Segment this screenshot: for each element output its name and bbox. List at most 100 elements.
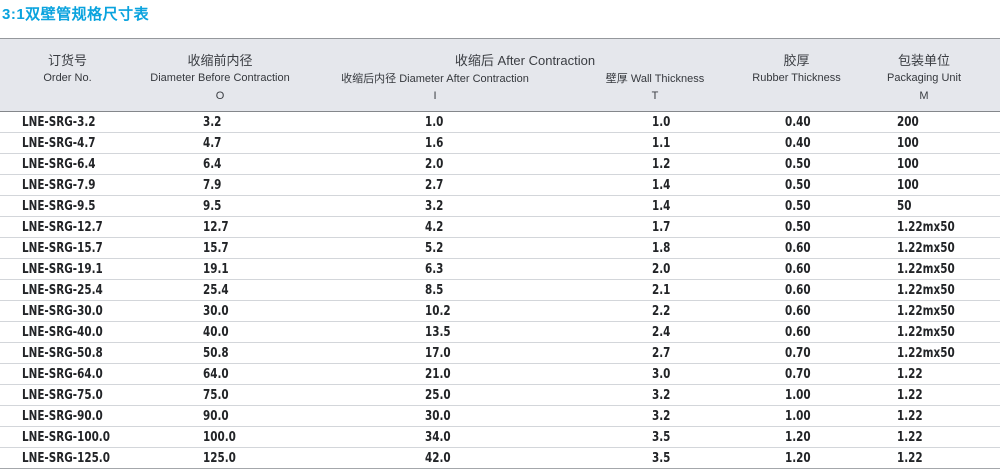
spec-table-header: 订货号 收缩前内径 收缩后 After Contraction 胶厚 包装单位 … bbox=[0, 38, 1000, 112]
cell-wall-thickness: 3.0 bbox=[565, 363, 746, 385]
cell-packaging-unit: 1.22mx50 bbox=[848, 300, 1000, 322]
cell-order-no: LNE-SRG-4.7 bbox=[0, 132, 135, 154]
cell-packaging-unit: 50 bbox=[848, 195, 1000, 217]
table-row: LNE-SRG-100.0 100.0 34.0 3.5 1.20 1.22 bbox=[0, 426, 1000, 448]
spec-table: 订货号 收缩前内径 收缩后 After Contraction 胶厚 包装单位 … bbox=[0, 38, 1000, 469]
cell-packaging-unit: 200 bbox=[848, 111, 1000, 133]
cell-rubber-thickness: 0.60 bbox=[745, 279, 849, 301]
cell-diameter-before: 19.1 bbox=[135, 258, 305, 280]
cell-diameter-before: 125.0 bbox=[135, 447, 305, 469]
cell-wall-thickness: 1.0 bbox=[565, 111, 746, 133]
cell-packaging-unit: 1.22 bbox=[848, 363, 1000, 385]
cell-packaging-unit: 100 bbox=[848, 153, 1000, 175]
cell-order-no: LNE-SRG-7.9 bbox=[0, 174, 135, 196]
header-order-zh: 订货号 bbox=[47, 52, 87, 68]
header-packaging-zh: 包装单位 bbox=[898, 52, 951, 68]
cell-wall-thickness: 1.1 bbox=[565, 132, 746, 154]
cell-order-no: LNE-SRG-125.0 bbox=[0, 447, 135, 469]
cell-wall-thickness: 3.5 bbox=[565, 426, 746, 448]
cell-diameter-before: 7.9 bbox=[135, 174, 305, 196]
cell-diameter-after: 13.5 bbox=[305, 321, 565, 343]
cell-order-no: LNE-SRG-75.0 bbox=[0, 384, 135, 406]
cell-rubber-thickness: 0.50 bbox=[745, 153, 849, 175]
cell-wall-thickness: 2.4 bbox=[565, 321, 746, 343]
table-row: LNE-SRG-40.0 40.0 13.5 2.4 0.60 1.22mx50 bbox=[0, 321, 1000, 343]
table-row: LNE-SRG-4.7 4.7 1.6 1.1 0.40 100 bbox=[0, 132, 1000, 154]
cell-packaging-unit: 1.22mx50 bbox=[848, 216, 1000, 238]
cell-order-no: LNE-SRG-25.4 bbox=[0, 279, 135, 301]
cell-rubber-thickness: 0.60 bbox=[745, 300, 849, 322]
cell-packaging-unit: 1.22mx50 bbox=[848, 321, 1000, 343]
header-rubber-symbol bbox=[745, 87, 848, 112]
cell-order-no: LNE-SRG-100.0 bbox=[0, 426, 135, 448]
cell-rubber-thickness: 0.40 bbox=[745, 132, 849, 154]
table-row: LNE-SRG-3.2 3.2 1.0 1.0 0.40 200 bbox=[0, 111, 1000, 133]
cell-rubber-thickness: 0.60 bbox=[745, 321, 849, 343]
cell-rubber-thickness: 1.20 bbox=[745, 447, 849, 469]
cell-packaging-unit: 100 bbox=[848, 174, 1000, 196]
header-before-en: Diameter Before Contraction bbox=[150, 72, 290, 84]
cell-diameter-after: 42.0 bbox=[305, 447, 565, 469]
header-packaging-symbol: M bbox=[919, 90, 929, 102]
spec-table-body: LNE-SRG-3.2 3.2 1.0 1.0 0.40 200 LNE-SRG-4.7 4.… bbox=[0, 111, 1000, 469]
cell-order-no: LNE-SRG-12.7 bbox=[0, 216, 135, 238]
cell-order-no: LNE-SRG-15.7 bbox=[0, 237, 135, 259]
table-row: LNE-SRG-12.7 12.7 4.2 1.7 0.50 1.22mx50 bbox=[0, 216, 1000, 238]
cell-order-no: LNE-SRG-40.0 bbox=[0, 321, 135, 343]
cell-diameter-before: 3.2 bbox=[135, 111, 305, 133]
cell-diameter-before: 40.0 bbox=[135, 321, 305, 343]
header-before-symbol: O bbox=[215, 90, 225, 102]
cell-diameter-before: 30.0 bbox=[135, 300, 305, 322]
header-wall-symbol: T bbox=[651, 90, 659, 102]
cell-diameter-before: 15.7 bbox=[135, 237, 305, 259]
table-row: LNE-SRG-15.7 15.7 5.2 1.8 0.60 1.22mx50 bbox=[0, 237, 1000, 259]
cell-packaging-unit: 100 bbox=[848, 132, 1000, 154]
cell-order-no: LNE-SRG-3.2 bbox=[0, 111, 135, 133]
cell-packaging-unit: 1.22 bbox=[848, 426, 1000, 448]
cell-packaging-unit: 1.22mx50 bbox=[848, 237, 1000, 259]
table-row: LNE-SRG-7.9 7.9 2.7 1.4 0.50 100 bbox=[0, 174, 1000, 196]
header-after-group: 收缩后 After Contraction bbox=[454, 52, 596, 68]
cell-diameter-before: 50.8 bbox=[135, 342, 305, 364]
cell-packaging-unit: 1.22 bbox=[848, 405, 1000, 427]
cell-rubber-thickness: 0.60 bbox=[745, 258, 849, 280]
table-row: LNE-SRG-90.0 90.0 30.0 3.2 1.00 1.22 bbox=[0, 405, 1000, 427]
header-after-symbol: I bbox=[433, 90, 437, 102]
cell-diameter-before: 64.0 bbox=[135, 363, 305, 385]
cell-wall-thickness: 2.0 bbox=[565, 258, 746, 280]
cell-diameter-after: 8.5 bbox=[305, 279, 565, 301]
cell-order-no: LNE-SRG-19.1 bbox=[0, 258, 135, 280]
cell-diameter-after: 4.2 bbox=[305, 216, 565, 238]
table-row: LNE-SRG-50.8 50.8 17.0 2.7 0.70 1.22mx50 bbox=[0, 342, 1000, 364]
table-row: LNE-SRG-64.0 64.0 21.0 3.0 0.70 1.22 bbox=[0, 363, 1000, 385]
cell-diameter-after: 5.2 bbox=[305, 237, 565, 259]
header-packaging-en: Packaging Unit bbox=[887, 72, 962, 84]
cell-wall-thickness: 1.2 bbox=[565, 153, 746, 175]
cell-rubber-thickness: 1.20 bbox=[745, 426, 849, 448]
table-row: LNE-SRG-25.4 25.4 8.5 2.1 0.60 1.22mx50 bbox=[0, 279, 1000, 301]
header-rubber-zh: 胶厚 bbox=[783, 52, 810, 68]
header-order-en: Order No. bbox=[43, 72, 92, 84]
cell-wall-thickness: 1.8 bbox=[565, 237, 746, 259]
header-before-zh: 收缩前内径 bbox=[187, 52, 253, 68]
cell-diameter-before: 25.4 bbox=[135, 279, 305, 301]
cell-order-no: LNE-SRG-9.5 bbox=[0, 195, 135, 217]
page-title: 3:1双壁管规格尺寸表 bbox=[2, 6, 150, 23]
cell-wall-thickness: 2.2 bbox=[565, 300, 746, 322]
table-row: LNE-SRG-125.0 125.0 42.0 3.5 1.20 1.22 bbox=[0, 447, 1000, 469]
cell-packaging-unit: 1.22mx50 bbox=[848, 342, 1000, 364]
cell-order-no: LNE-SRG-90.0 bbox=[0, 405, 135, 427]
header-after-en: 收缩后内径 Diameter After Contraction bbox=[341, 73, 529, 85]
cell-diameter-after: 17.0 bbox=[305, 342, 565, 364]
cell-diameter-after: 3.2 bbox=[305, 195, 565, 217]
cell-diameter-after: 21.0 bbox=[305, 363, 565, 385]
cell-diameter-after: 2.7 bbox=[305, 174, 565, 196]
cell-packaging-unit: 1.22mx50 bbox=[848, 258, 1000, 280]
table-row: LNE-SRG-30.0 30.0 10.2 2.2 0.60 1.22mx50 bbox=[0, 300, 1000, 322]
cell-diameter-after: 6.3 bbox=[305, 258, 565, 280]
cell-diameter-before: 90.0 bbox=[135, 405, 305, 427]
cell-rubber-thickness: 0.50 bbox=[745, 195, 849, 217]
cell-order-no: LNE-SRG-30.0 bbox=[0, 300, 135, 322]
cell-diameter-before: 75.0 bbox=[135, 384, 305, 406]
